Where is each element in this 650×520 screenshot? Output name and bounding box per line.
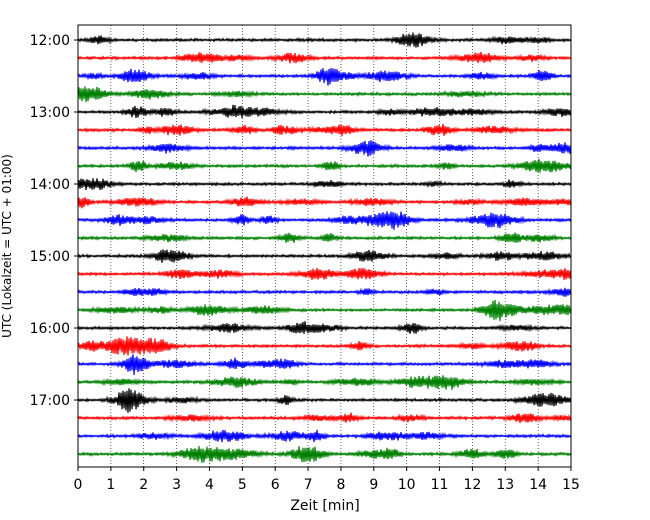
x-tick-label: 15 (562, 477, 580, 493)
y-tick-label: 13:00 (30, 105, 70, 121)
y-tick-label: 17:00 (30, 393, 70, 409)
trace-line (77, 67, 572, 86)
trace-line (77, 158, 572, 173)
trace-line (77, 321, 572, 334)
trace-line (77, 287, 572, 297)
x-tick-label: 7 (304, 477, 313, 493)
trace-line (77, 299, 572, 322)
trace-line (77, 354, 572, 375)
x-tick-label: 5 (238, 477, 247, 493)
y-axis-ticks: 12:00 13:00 14:00 15:00 16:00 17:00 (30, 33, 78, 409)
seismic-traces (77, 32, 572, 463)
trace-line (77, 267, 572, 280)
trace-line (77, 446, 572, 463)
y-tick-label: 12:00 (30, 33, 70, 49)
trace-line (77, 178, 572, 191)
y-tick-label: 14:00 (30, 177, 70, 193)
x-tick-label: 10 (398, 477, 416, 493)
x-tick-label: 12 (463, 477, 481, 493)
trace-line (77, 336, 572, 356)
x-axis-ticks: 0 1 2 3 4 5 6 7 8 9 10 11 12 13 14 15 (74, 467, 580, 493)
trace-line (77, 232, 572, 243)
x-tick-label: 0 (74, 477, 83, 493)
x-tick-label: 11 (431, 477, 449, 493)
trace-line (77, 32, 572, 48)
x-tick-label: 1 (106, 477, 115, 493)
x-tick-label: 6 (271, 477, 280, 493)
y-axis-label: UTC (Lokalzeit = UTC + 01:00) (0, 154, 14, 338)
x-tick-label: 9 (369, 477, 378, 493)
trace-line (77, 375, 572, 390)
y-tick-label: 16:00 (30, 321, 70, 337)
trace-line (77, 412, 572, 424)
trace-line (77, 196, 572, 209)
x-tick-label: 4 (205, 477, 214, 493)
plot-frame (77, 24, 572, 468)
x-tick-label: 13 (496, 477, 514, 493)
trace-line (77, 51, 572, 64)
x-tick-label: 2 (139, 477, 148, 493)
trace-line (77, 211, 572, 230)
y-tick-label: 15:00 (30, 249, 70, 265)
x-tick-label: 3 (172, 477, 181, 493)
x-tick-label: 14 (529, 477, 547, 493)
trace-line (77, 249, 572, 263)
trace-line (77, 123, 572, 137)
trace-line (77, 86, 572, 103)
trace-line (77, 104, 572, 119)
trace-line (77, 140, 572, 157)
x-tick-label: 8 (336, 477, 345, 493)
trace-line (77, 429, 572, 443)
x-axis-label: Zeit [min] (290, 498, 359, 514)
trace-line (77, 388, 572, 413)
